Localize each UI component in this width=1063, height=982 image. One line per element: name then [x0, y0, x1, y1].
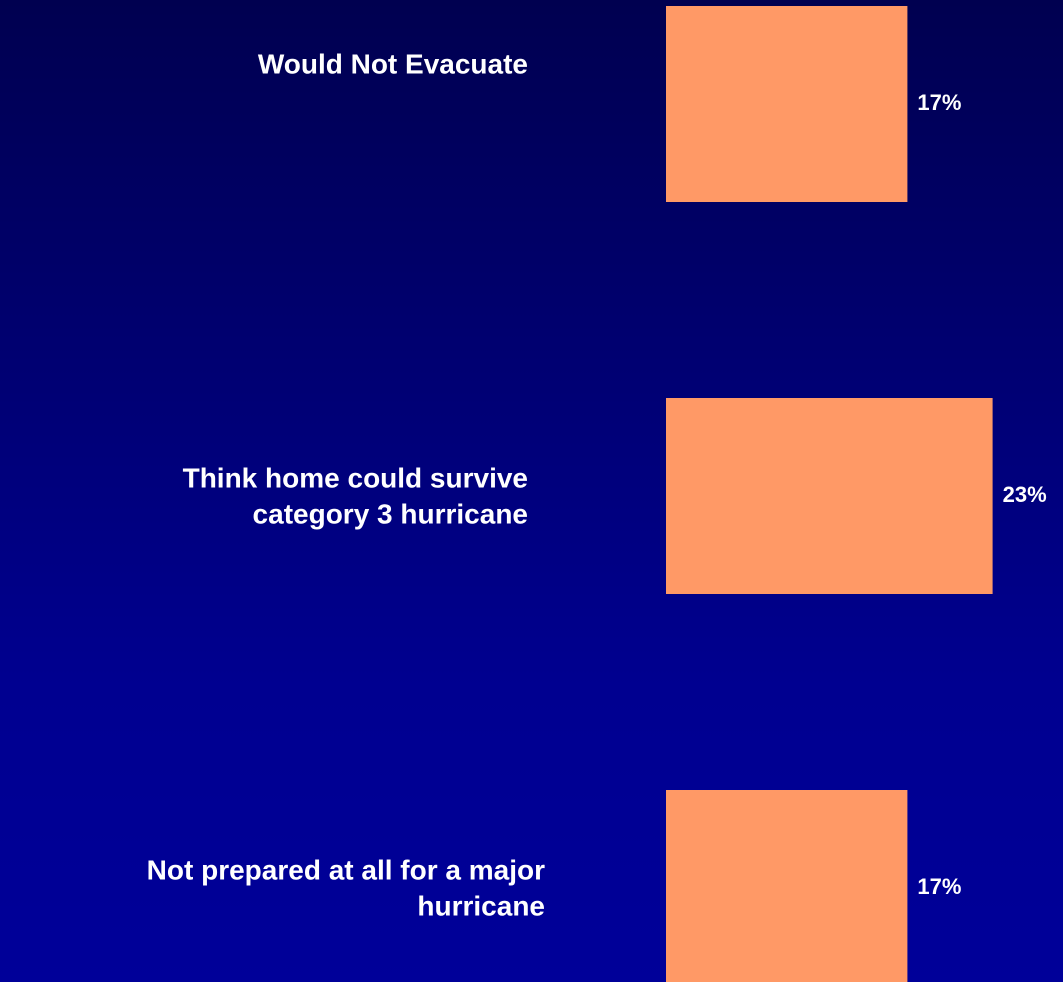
category-label-3-line-1: Not prepared at all for a major	[147, 854, 545, 885]
bar-3	[666, 790, 908, 982]
bar-2	[666, 398, 993, 594]
value-label-2: 23%	[1003, 482, 1047, 507]
category-label-3-line-2: hurricane	[417, 890, 545, 921]
value-label-3: 17%	[917, 874, 961, 899]
bar-1	[666, 6, 908, 202]
value-label-1: 17%	[917, 90, 961, 115]
category-label-1-line-1: Would Not Evacuate	[258, 48, 528, 79]
category-label-2-line-2: category 3 hurricane	[253, 498, 528, 529]
category-label-2-line-1: Think home could survive	[183, 462, 528, 493]
